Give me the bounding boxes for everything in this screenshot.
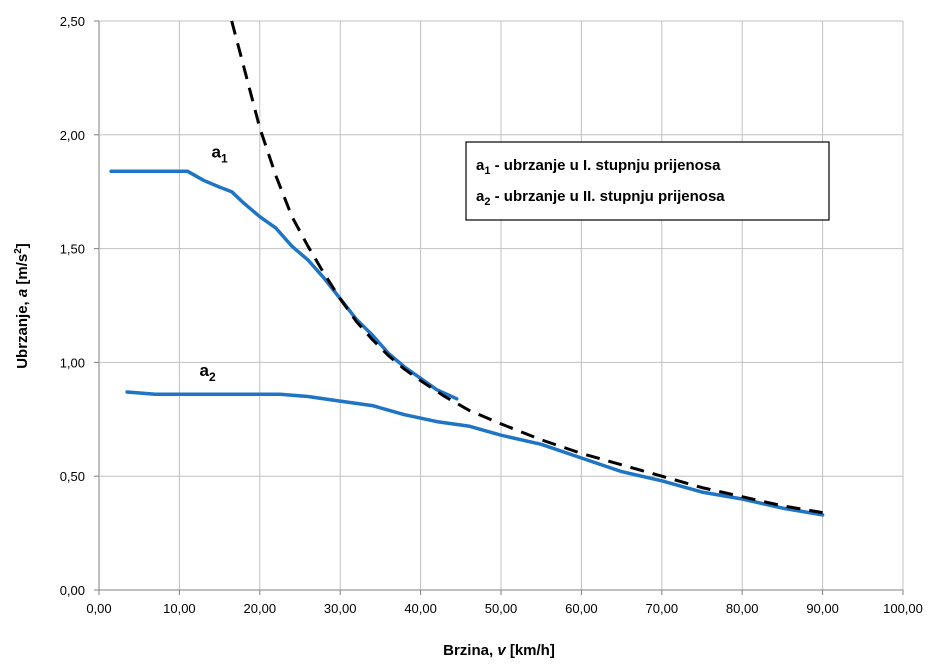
x-tick-label: 70,00 <box>646 601 679 616</box>
x-tick-label: 80,00 <box>726 601 759 616</box>
series-label-a1: a1 <box>212 143 228 166</box>
series-labels: a1 a2 <box>200 143 229 384</box>
x-axis-ticks: 0,00 10,00 20,00 30,00 40,00 50,00 60,00 70,00 8… <box>86 601 923 616</box>
x-tick-label: 50,00 <box>485 601 518 616</box>
y-tick-label: 2,00 <box>60 128 85 143</box>
y-tick-label: 2,50 <box>60 14 85 29</box>
y-tick-label: 1,00 <box>60 355 85 370</box>
legend: a1 - ubrzanje u I. stupnju prijenosa a2 … <box>465 141 830 221</box>
dashed-envelope-line <box>230 20 823 515</box>
series-line-a1 <box>109 169 459 401</box>
x-tick-label: 100,00 <box>883 601 923 616</box>
x-tick-label: 0,00 <box>86 601 111 616</box>
series-line-a2 <box>125 390 825 517</box>
series-label-a2: a2 <box>200 361 216 384</box>
y-axis-title: Ubrzanje, a [m/s2] <box>13 243 31 369</box>
x-tick-label: 30,00 <box>324 601 357 616</box>
y-axis-ticks: 0,00 0,50 1,00 1,50 2,00 2,50 <box>60 14 85 598</box>
x-tick-label: 40,00 <box>404 601 437 616</box>
y-tick-label: 0,50 <box>60 469 85 484</box>
y-tick-label: 1,50 <box>60 242 85 257</box>
x-tick-label: 20,00 <box>244 601 277 616</box>
legend-entry-a1: a1 - ubrzanje u I. stupnju prijenosa <box>476 157 721 177</box>
y-tick-label: 0,00 <box>60 583 85 598</box>
x-tick-label: 90,00 <box>806 601 839 616</box>
x-tick-label: 10,00 <box>163 601 196 616</box>
x-axis-title: Brzina, v [km/h] <box>443 642 555 659</box>
x-tick-label: 60,00 <box>565 601 598 616</box>
series-lines <box>109 20 825 517</box>
legend-box <box>465 141 830 221</box>
legend-entry-a2: a2 - ubrzanje u II. stupnju prijenosa <box>476 188 725 208</box>
chart-grid <box>94 20 904 595</box>
